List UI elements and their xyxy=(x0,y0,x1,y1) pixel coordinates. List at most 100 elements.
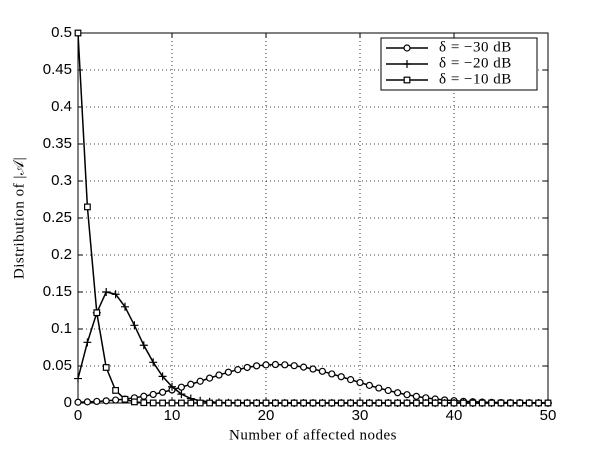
marker xyxy=(309,399,317,407)
marker xyxy=(131,398,138,406)
y-tick-label: 0.2 xyxy=(51,246,72,263)
marker xyxy=(262,361,270,369)
x-tick-label: 10 xyxy=(164,407,181,424)
x-tick-label: 40 xyxy=(446,407,463,424)
marker xyxy=(102,397,110,405)
marker xyxy=(74,398,82,406)
marker xyxy=(121,395,129,403)
marker xyxy=(422,399,430,407)
marker xyxy=(177,383,185,391)
marker xyxy=(403,76,411,84)
marker xyxy=(168,399,176,407)
marker xyxy=(450,399,458,407)
marker xyxy=(272,399,279,407)
marker xyxy=(460,399,467,407)
marker xyxy=(300,399,307,407)
marker xyxy=(375,384,383,392)
marker xyxy=(83,398,92,406)
marker xyxy=(544,399,552,407)
marker xyxy=(375,399,383,407)
marker xyxy=(140,392,148,400)
marker xyxy=(394,389,402,397)
marker xyxy=(93,309,101,317)
marker xyxy=(469,399,477,407)
marker xyxy=(318,367,326,375)
marker xyxy=(187,399,195,407)
marker xyxy=(281,399,289,407)
y-tick-label: 0.25 xyxy=(43,209,72,226)
marker xyxy=(149,358,158,367)
marker xyxy=(121,302,129,311)
marker xyxy=(262,399,270,407)
marker xyxy=(394,399,401,407)
marker xyxy=(102,364,110,371)
marker xyxy=(309,365,317,373)
marker xyxy=(328,370,336,378)
marker xyxy=(159,399,167,407)
y-tick-label: 0 xyxy=(64,394,72,411)
marker xyxy=(319,399,326,407)
marker xyxy=(196,377,204,385)
y-tick-label: 0.35 xyxy=(43,135,72,152)
marker xyxy=(403,60,411,68)
x-tick-label: 20 xyxy=(258,407,275,424)
marker xyxy=(403,44,411,52)
marker xyxy=(366,399,373,407)
y-tick-label: 0.3 xyxy=(51,172,72,189)
marker xyxy=(535,399,542,407)
marker xyxy=(187,380,195,388)
marker xyxy=(347,376,355,384)
legend: δ = −30 dBδ = −20 dBδ = −10 dB xyxy=(380,37,538,91)
marker xyxy=(149,399,157,407)
marker xyxy=(102,288,111,296)
marker xyxy=(225,399,232,407)
marker xyxy=(215,399,223,407)
marker xyxy=(290,399,298,407)
marker xyxy=(488,399,495,407)
marker xyxy=(356,399,364,407)
marker xyxy=(384,399,392,407)
y-tick-label: 0.45 xyxy=(43,61,72,78)
marker xyxy=(159,388,167,396)
marker xyxy=(478,399,486,407)
marker xyxy=(441,399,448,407)
marker xyxy=(206,399,214,407)
marker xyxy=(158,372,167,381)
plot-area xyxy=(78,33,548,403)
marker xyxy=(130,321,139,330)
x-tick-label: 0 xyxy=(74,407,82,424)
marker xyxy=(177,390,186,399)
marker xyxy=(140,399,148,407)
legend-label: δ = −20 dB xyxy=(439,55,512,71)
legend-label: δ = −30 dB xyxy=(439,39,512,55)
legend-label: δ = −10 dB xyxy=(439,71,512,87)
marker xyxy=(83,338,92,347)
marker xyxy=(403,399,411,407)
y-tick-label: 0.1 xyxy=(51,320,72,337)
marker xyxy=(507,399,514,407)
y-tick-label: 0.4 xyxy=(51,98,72,115)
marker xyxy=(271,360,279,369)
marker xyxy=(111,396,120,404)
marker xyxy=(149,390,157,399)
marker xyxy=(83,203,91,211)
marker xyxy=(281,361,289,369)
marker xyxy=(178,399,185,407)
y-tick-label: 0.15 xyxy=(43,283,72,300)
x-axis-label: Number of affected nodes xyxy=(229,427,397,443)
marker xyxy=(234,366,242,374)
marker xyxy=(243,399,251,407)
marker xyxy=(365,381,373,389)
marker xyxy=(413,399,420,407)
marker xyxy=(168,382,176,391)
x-tick-label: 50 xyxy=(540,407,557,424)
marker xyxy=(384,386,392,395)
marker xyxy=(337,399,345,407)
marker xyxy=(112,387,120,394)
marker xyxy=(356,378,364,387)
marker xyxy=(74,374,82,383)
marker xyxy=(93,397,101,406)
marker xyxy=(347,399,354,407)
marker xyxy=(497,399,505,407)
marker xyxy=(139,341,148,350)
